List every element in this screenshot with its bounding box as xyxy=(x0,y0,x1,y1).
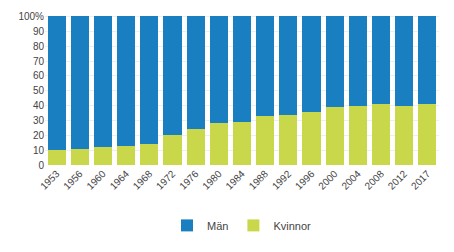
svg-text:1953: 1953 xyxy=(38,168,62,192)
svg-text:Män: Män xyxy=(207,220,228,232)
svg-text:0: 0 xyxy=(38,160,44,171)
svg-text:100%: 100% xyxy=(18,11,44,22)
svg-text:2000: 2000 xyxy=(316,168,340,192)
svg-text:60: 60 xyxy=(33,70,45,81)
svg-text:90: 90 xyxy=(33,26,45,37)
svg-text:1980: 1980 xyxy=(200,168,224,192)
svg-text:1988: 1988 xyxy=(247,168,271,192)
svg-text:1992: 1992 xyxy=(270,168,294,192)
svg-text:1984: 1984 xyxy=(223,168,247,192)
svg-text:1964: 1964 xyxy=(108,168,132,192)
svg-text:20: 20 xyxy=(33,130,45,141)
svg-text:80: 80 xyxy=(33,41,45,52)
svg-text:1956: 1956 xyxy=(61,168,85,192)
svg-text:2012: 2012 xyxy=(386,168,410,192)
svg-text:40: 40 xyxy=(33,100,45,111)
svg-text:1976: 1976 xyxy=(177,168,201,192)
svg-text:Kvinnor: Kvinnor xyxy=(273,220,311,232)
svg-text:30: 30 xyxy=(33,115,45,126)
svg-text:1972: 1972 xyxy=(154,168,178,192)
svg-text:50: 50 xyxy=(33,85,45,96)
svg-text:2008: 2008 xyxy=(362,168,386,192)
svg-text:1996: 1996 xyxy=(293,168,317,192)
svg-text:1960: 1960 xyxy=(84,168,108,192)
svg-text:2004: 2004 xyxy=(339,168,363,192)
svg-text:70: 70 xyxy=(33,56,45,67)
svg-text:10: 10 xyxy=(33,145,45,156)
svg-text:1968: 1968 xyxy=(131,168,155,192)
svg-text:2017: 2017 xyxy=(409,168,433,192)
